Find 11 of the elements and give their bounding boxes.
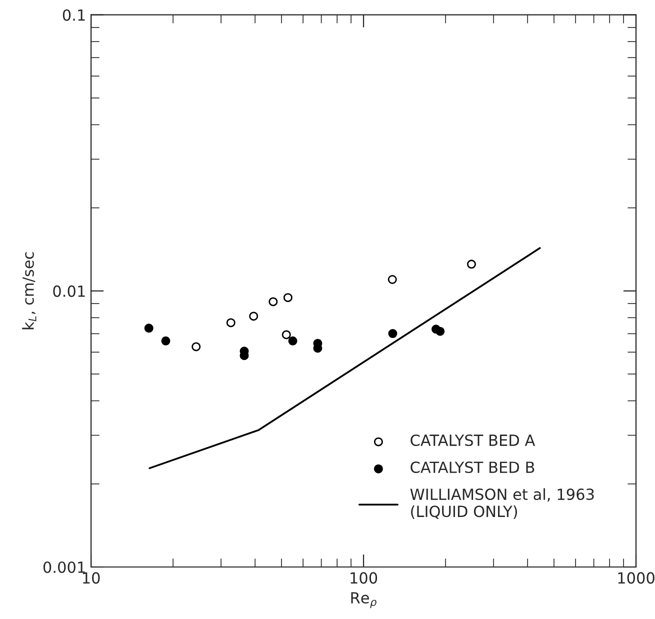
y-tick-label: 0.1 [62,9,85,21]
legend-label: WILLIAMSON et al, 1963 (LIQUID ONLY) [410,488,594,519]
x-tick-label: 10 [83,572,100,584]
y-axis-title: k$_{L}$, cm/sec [22,252,36,330]
y-tick-label: 0.01 [53,285,85,297]
y-tick-label: 0.001 [43,561,85,574]
x-tick-label: 100 [350,572,378,584]
legend-label: CATALYST BED B [410,461,534,474]
x-tick-label: 1000 [618,572,654,584]
legend-label: CATALYST BED A [410,434,536,446]
x-axis-title: Re$_{ρ}$ [351,592,376,608]
